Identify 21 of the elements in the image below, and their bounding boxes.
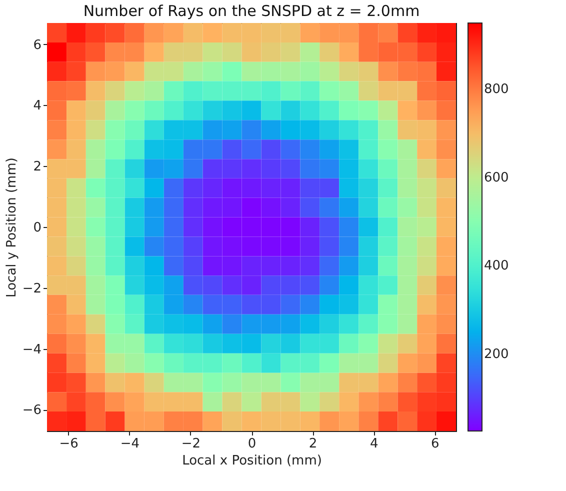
chart-title: Number of Rays on the SNSPD at z = 2.0mm	[83, 2, 420, 20]
x-tick-label: −2	[181, 436, 201, 452]
y-tick-label: 0	[33, 220, 42, 236]
color-bar-label: 200	[484, 346, 509, 362]
color-bar-label: 400	[484, 258, 509, 274]
y-tick-label: −4	[22, 342, 42, 358]
color-bar-label: 600	[484, 170, 509, 186]
y-axis-title: Local y Position (mm)	[4, 158, 20, 298]
y-tick-label: 4	[33, 98, 42, 114]
y-tick-label: −6	[22, 403, 42, 418]
y-tick-label: 6	[33, 38, 42, 53]
x-axis-title: Local x Position (mm)	[182, 454, 322, 468]
x-tick-label: 0	[248, 436, 256, 452]
x-tick-label: 2	[308, 436, 318, 452]
x-tick-label: 6	[430, 436, 440, 452]
x-tick-label: −4	[120, 436, 140, 452]
color-bar-label: 800	[484, 82, 509, 98]
x-tick-label: 4	[370, 436, 378, 452]
y-tick-label: −2	[22, 281, 42, 296]
x-tick-label: −6	[59, 436, 78, 452]
y-tick-label: 2	[33, 160, 42, 175]
